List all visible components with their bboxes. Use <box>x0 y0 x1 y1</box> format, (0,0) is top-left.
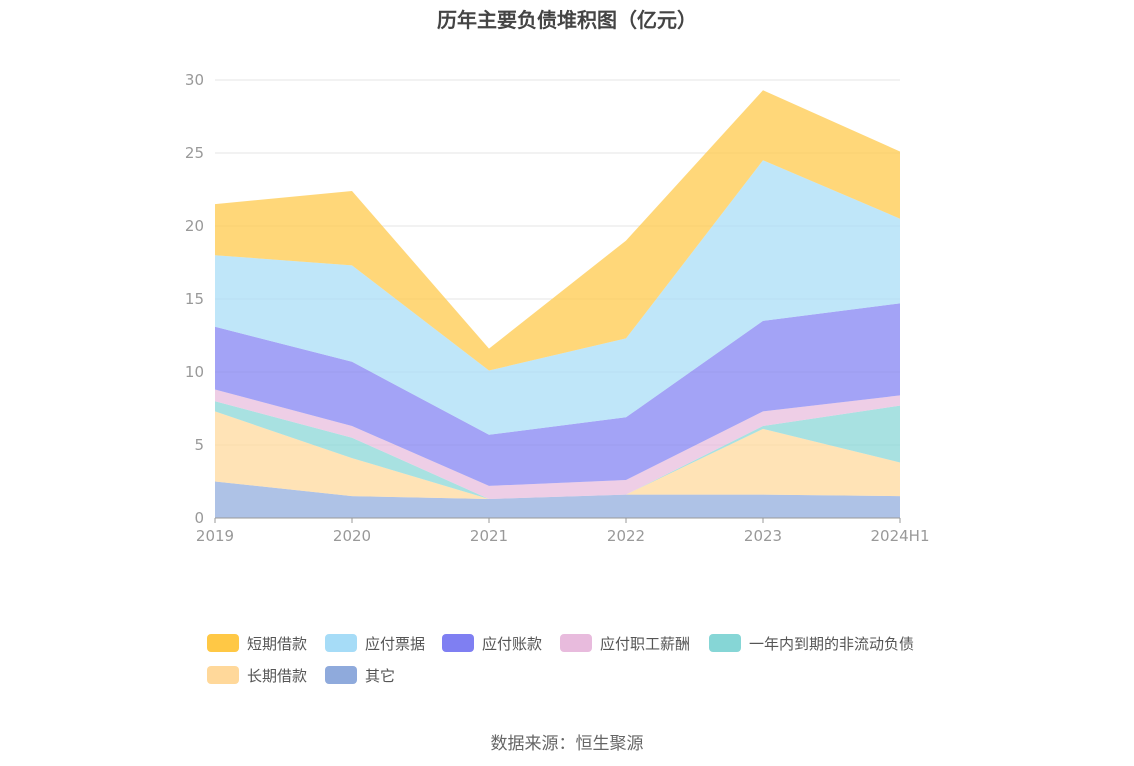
x-tick-label: 2020 <box>333 527 371 545</box>
legend-swatch <box>207 666 239 684</box>
legend-swatch <box>207 634 239 652</box>
legend-swatch <box>325 634 357 652</box>
stacked-area-chart: 0 5 10 15 20 25 30 2019 2020 2021 2022 2023 2024H1 <box>185 71 930 545</box>
axes: 0 5 10 15 20 25 30 2019 2020 2021 2022 2023 2024H1 <box>185 71 930 545</box>
legend-label: 应付账款 <box>482 634 543 653</box>
x-tick-label: 2019 <box>196 527 234 545</box>
legend-swatch <box>442 634 474 652</box>
area-series <box>215 90 900 518</box>
legend-swatch <box>560 634 592 652</box>
y-tick-label: 15 <box>185 290 204 308</box>
legend-item[interactable]: 应付票据 <box>325 630 425 656</box>
y-tick-label: 10 <box>185 363 204 381</box>
chart-title: 历年主要负债堆积图（亿元） <box>437 8 697 32</box>
area-应付票据 <box>215 160 900 435</box>
legend-swatch <box>709 634 741 652</box>
legend-label: 短期借款 <box>247 634 308 653</box>
y-tick-label: 5 <box>194 436 204 454</box>
area-其它 <box>215 481 900 518</box>
legend-label: 应付职工薪酬 <box>600 634 691 653</box>
legend-item[interactable]: 应付账款 <box>442 630 542 656</box>
x-tick-label: 2023 <box>744 527 782 545</box>
legend-swatch <box>325 666 357 684</box>
area-应付账款 <box>215 303 900 486</box>
legend-item[interactable]: 应付职工薪酬 <box>560 630 690 656</box>
area-长期借款 <box>215 411 900 499</box>
data-source: 数据来源：恒生聚源 <box>490 734 644 754</box>
area-短期借款 <box>215 90 900 371</box>
legend-item[interactable]: 长期借款 <box>207 662 307 688</box>
legend-label: 长期借款 <box>247 666 308 685</box>
y-tick-label: 20 <box>185 217 204 235</box>
legend-label: 应付票据 <box>365 634 426 653</box>
x-tick-label: 2021 <box>470 527 508 545</box>
legend-item[interactable]: 其它 <box>325 662 395 688</box>
legend-item[interactable]: 短期借款 <box>207 630 307 656</box>
x-tick-label: 2022 <box>607 527 645 545</box>
y-tick-label: 25 <box>185 144 204 162</box>
legend-item[interactable]: 一年内到期的非流动负债 <box>709 630 914 656</box>
legend-label: 一年内到期的非流动负债 <box>749 634 915 653</box>
x-tick-label: 2024H1 <box>871 527 930 545</box>
legend-label: 其它 <box>365 666 396 685</box>
area-一年内到期的非流动负债 <box>215 401 900 499</box>
y-tick-label: 0 <box>194 509 204 527</box>
y-tick-label: 30 <box>185 71 204 89</box>
